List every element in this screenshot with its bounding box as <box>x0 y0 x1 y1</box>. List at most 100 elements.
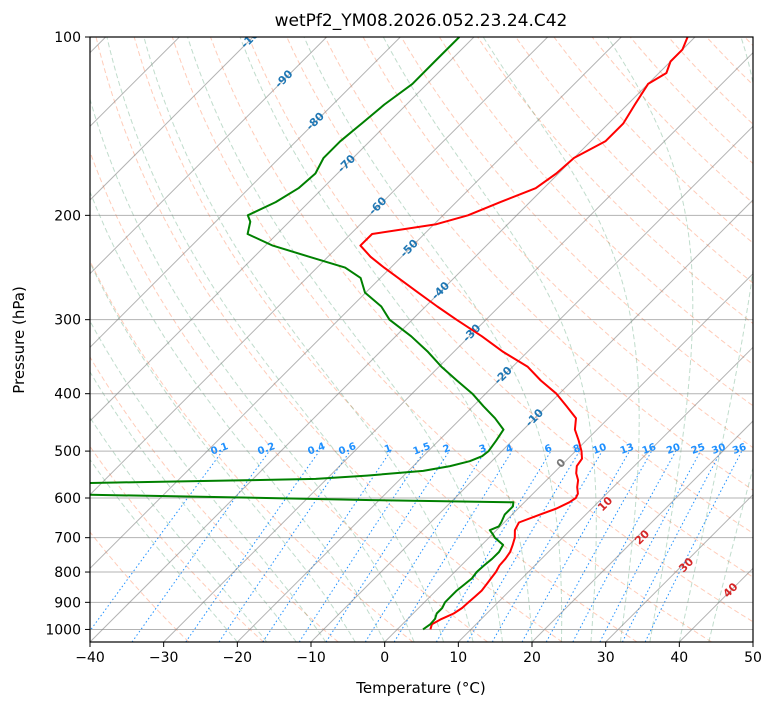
dry-adiabat <box>400 37 753 407</box>
isotherm <box>90 37 328 275</box>
x-axis-label: Temperature (°C) <box>355 679 485 697</box>
dry-adiabat <box>90 445 264 642</box>
isotherm <box>90 37 622 570</box>
dry-adiabat <box>90 356 339 642</box>
chart-title: wetPf2_YM08.2026.052.23.24.C42 <box>275 11 568 31</box>
isotherm <box>678 567 753 642</box>
moist-adiabat <box>90 416 268 642</box>
mixing-ratio-label: 20 <box>665 442 682 457</box>
dry-adiabat <box>438 37 753 366</box>
moist-adiabat <box>607 37 694 642</box>
mixing-ratio-label: 1.5 <box>412 441 432 457</box>
isotherm <box>236 125 753 642</box>
x-tick-label: 20 <box>523 650 541 666</box>
moist-adiabat-label: 0 <box>554 456 569 471</box>
mixing-ratio-label: 0.4 <box>306 441 326 457</box>
isotherm <box>90 37 254 201</box>
mixing-ratio-line <box>325 450 450 642</box>
mixing-ratio-label: 0.6 <box>337 441 357 457</box>
isotherm-label: -60 <box>366 194 389 217</box>
moist-adiabat <box>90 320 327 642</box>
temperature-profile <box>359 37 689 630</box>
isotherm <box>384 272 753 642</box>
dry-adiabat <box>324 37 753 491</box>
mixing-ratio-label: 6 <box>543 443 553 456</box>
dewpoint-profile <box>90 37 515 631</box>
isotherm <box>90 37 696 642</box>
isotherm-label: -50 <box>398 237 421 260</box>
mixing-ratio-label: 25 <box>690 442 707 457</box>
mixing-ratio-label: 36 <box>731 442 748 457</box>
dry-adiabat <box>95 37 563 642</box>
mixing-ratio-line <box>545 450 653 642</box>
x-tick-label: 10 <box>449 650 467 666</box>
x-tick-label: 30 <box>597 650 615 666</box>
moist-adiabat <box>303 37 563 642</box>
moist-adiabat <box>239 37 533 642</box>
x-tick-label: −30 <box>149 650 179 666</box>
y-tick-label: 300 <box>54 313 81 329</box>
moist-adiabat <box>382 37 597 642</box>
moist-adiabat <box>187 37 503 642</box>
dry-adiabat <box>133 37 638 642</box>
mixing-ratio-line <box>131 450 270 642</box>
x-tick-label: 50 <box>744 650 762 666</box>
y-axis-label: Pressure (hPa) <box>10 286 28 394</box>
isotherm-label: -80 <box>304 109 327 132</box>
moist-adiabat <box>482 37 640 642</box>
y-tick-label: 200 <box>54 208 81 224</box>
y-tick-label: 800 <box>54 565 81 581</box>
moist-adiabat <box>678 37 753 642</box>
mixing-ratio-line <box>218 450 351 642</box>
y-tick-label: 400 <box>54 387 81 403</box>
dry-adiabat <box>90 259 414 642</box>
dry-adiabat <box>668 37 753 125</box>
dry-adiabat <box>90 531 190 642</box>
dry-adiabat <box>90 150 488 642</box>
moist-adiabat <box>90 261 356 642</box>
moist-adiabat <box>90 190 386 642</box>
dry-adiabat <box>248 37 753 578</box>
y-axis: 1000 900 800 700 600 500 400 300 200 100 <box>45 30 90 638</box>
x-tick-label: 40 <box>670 650 688 666</box>
isotherm <box>90 37 475 422</box>
y-tick-label: 100 <box>54 30 81 46</box>
y-tick-label: 1000 <box>45 622 81 638</box>
y-tick-label: 500 <box>54 444 81 460</box>
isotherm <box>605 493 753 642</box>
dry-adiabat <box>171 37 712 642</box>
x-tick-label: −20 <box>223 650 253 666</box>
dry-adiabat <box>210 37 753 623</box>
mixing-ratio-label: 3 <box>478 443 488 456</box>
x-tick-label: 0 <box>380 650 389 666</box>
dry-adiabat <box>706 37 753 86</box>
dry-adiabat <box>515 37 753 284</box>
isotherm <box>90 37 549 496</box>
isotherm <box>531 420 753 642</box>
mixing-ratio-label: 13 <box>619 442 636 457</box>
sounding-profiles <box>90 37 689 631</box>
moist-adiabat <box>90 458 238 642</box>
plot-frame <box>89 36 754 643</box>
mixing-ratio-line <box>185 450 320 642</box>
y-tick-label: 700 <box>54 531 81 547</box>
mixing-ratio-line <box>262 450 392 642</box>
mixing-ratio-line <box>298 450 425 642</box>
x-tick-label: −10 <box>296 650 326 666</box>
mixing-ratio-line <box>521 450 630 642</box>
mixing-ratio-label: 30 <box>710 442 727 457</box>
mixing-ratio-label: 10 <box>591 442 608 457</box>
x-tick-label: −40 <box>75 650 105 666</box>
isotherm <box>310 199 753 642</box>
moist-adiabat <box>708 466 753 642</box>
moist-adiabat <box>106 37 445 642</box>
mixing-ratio-label: 2 <box>442 443 452 456</box>
dry-adiabat <box>362 37 753 449</box>
mixing-ratio-label: 0.1 <box>209 441 229 457</box>
mixing-ratio-line <box>393 450 513 642</box>
x-axis: −40 −30 −20 −10 0 10 20 30 40 50 <box>75 642 762 666</box>
mixing-ratio-label: 0.2 <box>256 441 276 457</box>
mixing-ratio-line <box>644 450 743 642</box>
y-tick-label: 900 <box>54 595 81 611</box>
